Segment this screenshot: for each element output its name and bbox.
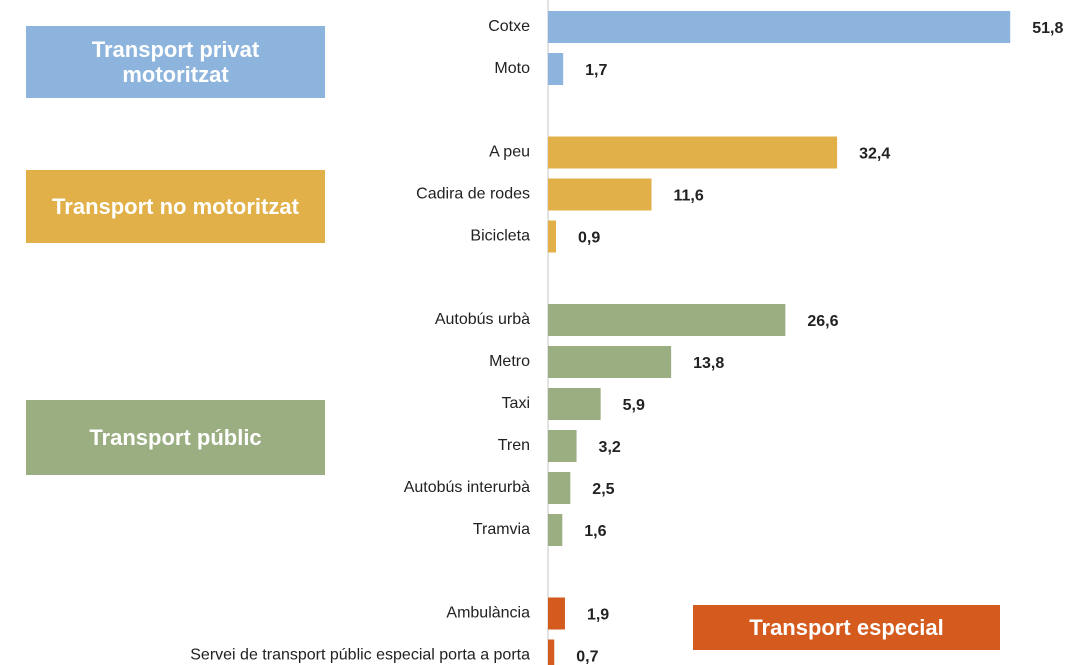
bar bbox=[548, 472, 571, 504]
value-label: 0,7 bbox=[576, 649, 598, 665]
value-label: 2,5 bbox=[592, 481, 614, 498]
category-label: Tramvia bbox=[473, 521, 530, 538]
bar bbox=[548, 11, 1011, 43]
category-label: Bicicleta bbox=[470, 228, 530, 245]
category-label: Cotxe bbox=[488, 18, 530, 35]
bar bbox=[548, 220, 557, 253]
category-label: Tren bbox=[498, 437, 530, 454]
bar bbox=[548, 639, 555, 665]
category-label: A peu bbox=[489, 144, 530, 161]
bar bbox=[548, 597, 565, 630]
bar bbox=[548, 304, 786, 336]
category-label: Cadira de rodes bbox=[416, 186, 530, 203]
category-label: Autobús urbà bbox=[435, 311, 530, 328]
value-label: 51,8 bbox=[1032, 20, 1063, 37]
value-label: 11,6 bbox=[674, 188, 704, 205]
group-label: Transport privat motoritzat bbox=[26, 26, 325, 98]
bar bbox=[548, 514, 563, 546]
bar bbox=[548, 388, 601, 420]
category-label: Taxi bbox=[502, 395, 530, 412]
category-label: Moto bbox=[494, 60, 530, 77]
group-label: Transport especial bbox=[693, 605, 1000, 650]
category-label: Servei de transport públic especial port… bbox=[190, 647, 530, 664]
value-label: 32,4 bbox=[859, 146, 890, 163]
category-label: Autobús interurbà bbox=[404, 479, 530, 496]
value-label: 3,2 bbox=[599, 439, 621, 456]
group-label: Transport no motoritzat bbox=[26, 170, 325, 243]
value-label: 1,7 bbox=[585, 62, 607, 79]
value-label: 1,6 bbox=[584, 523, 606, 540]
value-label: 5,9 bbox=[623, 397, 645, 414]
bar bbox=[548, 53, 564, 85]
value-label: 0,9 bbox=[578, 230, 600, 247]
bar bbox=[548, 346, 672, 378]
value-label: 1,9 bbox=[587, 607, 609, 624]
bar bbox=[548, 178, 652, 211]
category-label: Ambulància bbox=[446, 605, 530, 622]
value-label: 13,8 bbox=[693, 355, 724, 372]
category-label: Metro bbox=[489, 353, 530, 370]
value-label: 26,6 bbox=[807, 313, 838, 330]
group-label: Transport públic bbox=[26, 400, 325, 475]
bar bbox=[548, 430, 577, 462]
bar bbox=[548, 136, 838, 169]
